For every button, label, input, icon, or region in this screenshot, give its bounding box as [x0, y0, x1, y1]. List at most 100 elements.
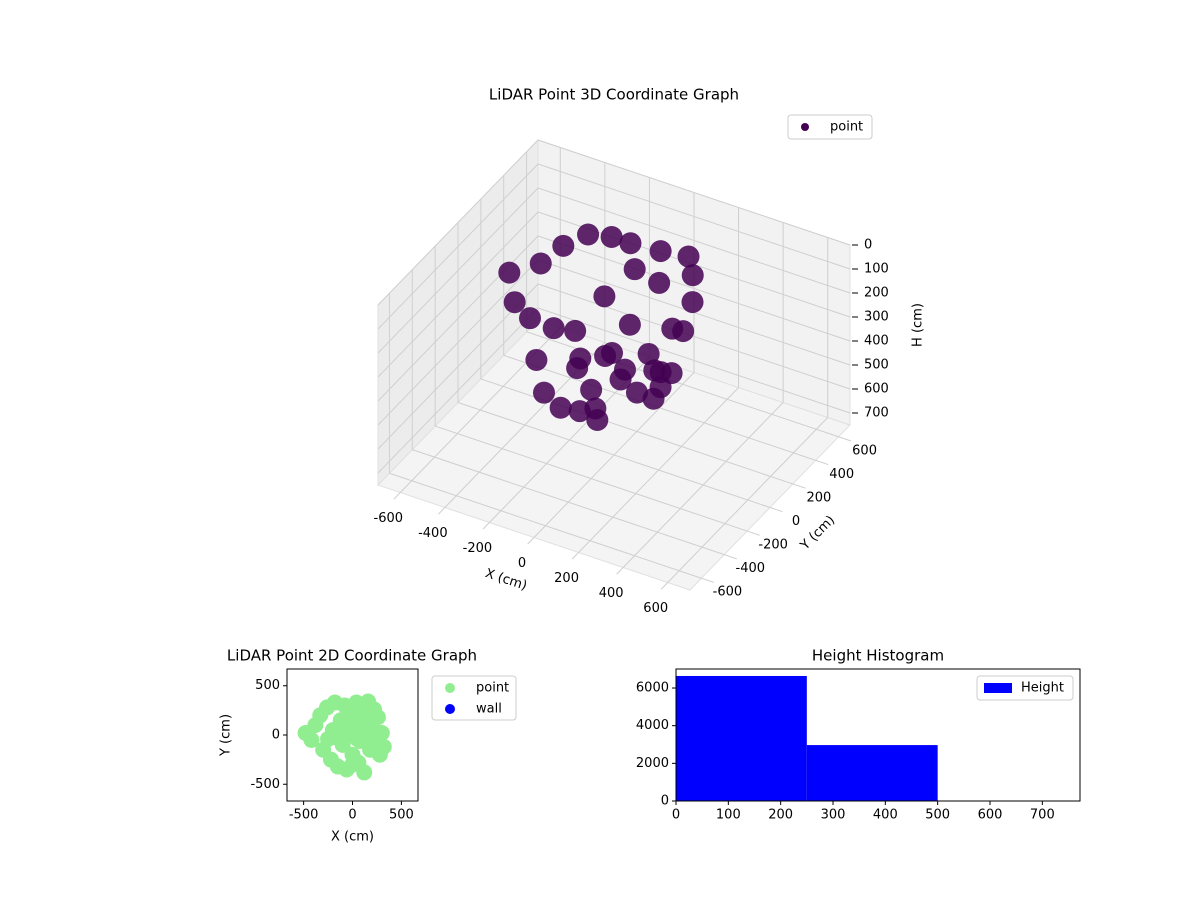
x-tick-label: 400: [599, 586, 624, 601]
point: [519, 307, 541, 330]
chart-title: LiDAR Point 3D Coordinate Graph: [489, 86, 739, 104]
y-tick-label: 500: [255, 678, 280, 693]
point: [649, 376, 672, 399]
point: [577, 223, 600, 246]
bar: [806, 745, 938, 801]
bar: [676, 675, 807, 801]
y-tick-label: 0: [661, 794, 669, 809]
point: [552, 234, 575, 257]
chart-title: Height Histogram: [812, 647, 944, 665]
y-tick-label: 0: [792, 514, 800, 529]
grid-line: [412, 449, 725, 556]
grid-line: [660, 582, 669, 590]
grid-line: [377, 307, 539, 474]
grid-line: [389, 472, 702, 579]
grid-line: [815, 459, 829, 466]
grid-line: [537, 163, 851, 270]
point: [625, 381, 648, 404]
point: [618, 313, 641, 336]
y-tick-label: 4000: [636, 718, 669, 733]
point: [648, 271, 671, 294]
point: [368, 734, 385, 751]
x-tick-label: 500: [389, 808, 414, 823]
point: [677, 245, 700, 268]
legend-box: [431, 675, 517, 721]
x-tick-label: 200: [768, 808, 793, 823]
grid-line: [616, 567, 624, 575]
z-tick-label: 300: [864, 310, 889, 325]
z-axis-label: H (cm): [911, 303, 926, 347]
point: [348, 694, 365, 711]
point: [601, 342, 623, 365]
z-tick-label: 400: [864, 334, 889, 349]
x-tick-label: 0: [348, 808, 356, 823]
x-tick-label: 400: [873, 808, 898, 823]
grid-line: [393, 492, 401, 500]
point: [359, 721, 376, 738]
point: [303, 731, 320, 748]
grid-line: [537, 187, 851, 294]
legend-label: point: [830, 120, 863, 135]
point: [623, 258, 646, 281]
grid-line: [838, 436, 852, 442]
point: [525, 348, 548, 371]
point: [681, 264, 704, 287]
point: [649, 240, 672, 263]
legend-marker: [445, 704, 455, 714]
grid-line: [480, 378, 794, 485]
point: [533, 381, 555, 404]
grid-line: [527, 537, 535, 545]
y-tick-label: -600: [713, 585, 743, 600]
z-tick-label: 0: [864, 238, 872, 253]
grid-line: [537, 307, 851, 414]
point: [329, 729, 346, 746]
grid-line: [434, 425, 748, 532]
x-tick-label: -600: [374, 511, 404, 526]
legend-label: point: [476, 681, 509, 696]
axes-frame: [675, 668, 1081, 802]
point: [529, 252, 552, 275]
legend-marker: [801, 123, 809, 131]
point: [542, 317, 565, 340]
legend-box: [787, 114, 873, 140]
point: [566, 357, 589, 380]
point: [672, 320, 695, 343]
grid-line: [724, 554, 737, 560]
x-tick-label: 300: [821, 808, 846, 823]
grid-line: [537, 235, 851, 342]
x-tick-label: -500: [289, 808, 319, 823]
x-tick-label: 700: [1030, 808, 1055, 823]
point: [349, 730, 366, 747]
x-tick-label: 600: [978, 808, 1003, 823]
point: [586, 408, 609, 431]
x-tick-label: 500: [925, 808, 950, 823]
x-tick-label: 200: [554, 571, 579, 586]
z-tick-label: 600: [864, 382, 889, 397]
x-tick-label: 600: [643, 601, 668, 616]
grid-line: [571, 552, 579, 560]
legend-label: wall: [476, 702, 502, 717]
point: [609, 368, 632, 391]
x-tick-label: -400: [418, 526, 448, 541]
grid-line: [792, 483, 806, 489]
grid-line: [482, 522, 490, 530]
point: [344, 756, 361, 773]
x-tick-label: 100: [716, 808, 741, 823]
y-tick-label: 600: [852, 443, 877, 458]
point: [593, 285, 616, 308]
legend-label: Height: [1021, 681, 1064, 696]
y-tick-label: 6000: [636, 681, 669, 696]
grid-line: [537, 283, 851, 390]
y-tick-label: 0: [272, 728, 280, 743]
z-tick-label: 200: [864, 286, 889, 301]
y-tick-label: 200: [806, 490, 831, 505]
point: [369, 709, 386, 726]
x-tick-label: -200: [463, 541, 493, 556]
point: [580, 378, 603, 401]
point: [339, 719, 356, 736]
grid-line: [438, 507, 446, 515]
grid-line: [746, 530, 760, 536]
x-tick-label: 0: [672, 808, 680, 823]
grid-line: [377, 211, 539, 378]
